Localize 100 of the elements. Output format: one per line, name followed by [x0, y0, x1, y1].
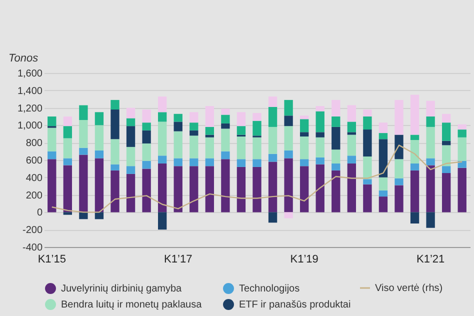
- bar: [268, 154, 278, 162]
- x-tick-label: K1’21: [416, 254, 445, 266]
- bar: [205, 106, 214, 127]
- bar: [158, 112, 167, 122]
- bar: [94, 125, 104, 150]
- bar: [94, 158, 104, 212]
- bar: [316, 137, 324, 158]
- bar: [394, 178, 404, 186]
- bar: [442, 173, 451, 212]
- bar: [442, 166, 451, 174]
- bar: [426, 165, 435, 212]
- bar: [236, 166, 246, 212]
- bar: [94, 212, 104, 220]
- bar: [442, 140, 451, 146]
- bar: [158, 156, 167, 164]
- y-tick-label: 400: [26, 172, 43, 184]
- bar: [63, 138, 72, 158]
- bar: [394, 159, 404, 178]
- bar: [205, 137, 214, 158]
- bar: [394, 185, 404, 212]
- bar: [79, 154, 88, 212]
- bar: [63, 116, 72, 126]
- bar: [252, 120, 262, 136]
- bar: [190, 166, 198, 212]
- bar: [142, 168, 151, 212]
- bar: [190, 158, 198, 166]
- bar: [236, 112, 246, 126]
- bar: [126, 118, 136, 126]
- bar: [63, 126, 72, 138]
- bar: [458, 137, 466, 161]
- bar: [284, 150, 293, 158]
- bar: [236, 136, 246, 160]
- legend-label: Viso vertė (rhs): [375, 283, 443, 294]
- bar: [284, 212, 293, 218]
- bar: [110, 100, 120, 110]
- bar: [190, 112, 198, 123]
- bar: [300, 136, 309, 160]
- bar: [205, 134, 214, 138]
- bar: [63, 165, 72, 212]
- bar: [332, 170, 340, 212]
- bar: [332, 100, 340, 116]
- bar: [221, 151, 230, 160]
- bar: [300, 166, 309, 212]
- x-tick-label: K1’17: [164, 254, 192, 266]
- bar: [174, 114, 182, 122]
- legend-label: Juvelyrinių dirbinių gamyba: [61, 284, 182, 295]
- bar: [126, 174, 136, 212]
- bar: [158, 122, 167, 156]
- bar: [126, 146, 136, 166]
- bar: [94, 112, 104, 126]
- bar: [126, 166, 136, 174]
- bar: [205, 158, 214, 166]
- bar: [284, 158, 293, 212]
- bar: [174, 122, 182, 132]
- bar: [426, 100, 435, 116]
- bar: [410, 140, 420, 164]
- bar: [142, 160, 151, 169]
- bar: [332, 163, 340, 170]
- bar: [378, 177, 388, 190]
- x-tick-label: K1’15: [38, 254, 66, 266]
- bar: [284, 126, 293, 150]
- bar: [347, 134, 356, 156]
- bar: [252, 159, 262, 167]
- bar: [48, 151, 56, 160]
- bar: [410, 163, 420, 170]
- bar: [110, 110, 120, 140]
- bar: [268, 162, 278, 212]
- bar: [174, 158, 182, 166]
- bar: [378, 133, 388, 140]
- bar: [316, 132, 324, 138]
- bar: [79, 105, 88, 120]
- bar: [174, 131, 182, 158]
- bar: [363, 110, 372, 116]
- bar: [363, 130, 372, 157]
- y-tick-label: 800: [26, 138, 43, 150]
- bar: [410, 170, 420, 212]
- y-tick-label: 600: [26, 156, 43, 166]
- bar: [316, 106, 324, 112]
- bar: [79, 148, 88, 155]
- bar: [142, 130, 151, 144]
- bar: [190, 122, 198, 130]
- bar: [110, 164, 120, 170]
- bar: [442, 122, 451, 141]
- bar: [158, 96, 167, 112]
- bar: [300, 116, 309, 120]
- bar: [268, 212, 278, 223]
- bar: [268, 106, 278, 127]
- bar: [205, 126, 214, 135]
- bar: [363, 179, 372, 184]
- bar: [426, 212, 435, 228]
- bar: [94, 150, 104, 158]
- bar: [378, 139, 388, 178]
- bar: [347, 122, 356, 132]
- bar: [332, 126, 340, 150]
- y-tick-label: 0: [36, 208, 43, 219]
- bar: [442, 114, 451, 123]
- legend-label: Bendra luitų ir monetų paklausa: [61, 300, 202, 310]
- bar: [332, 116, 340, 127]
- line-series: [51, 144, 463, 213]
- bar: [363, 184, 372, 212]
